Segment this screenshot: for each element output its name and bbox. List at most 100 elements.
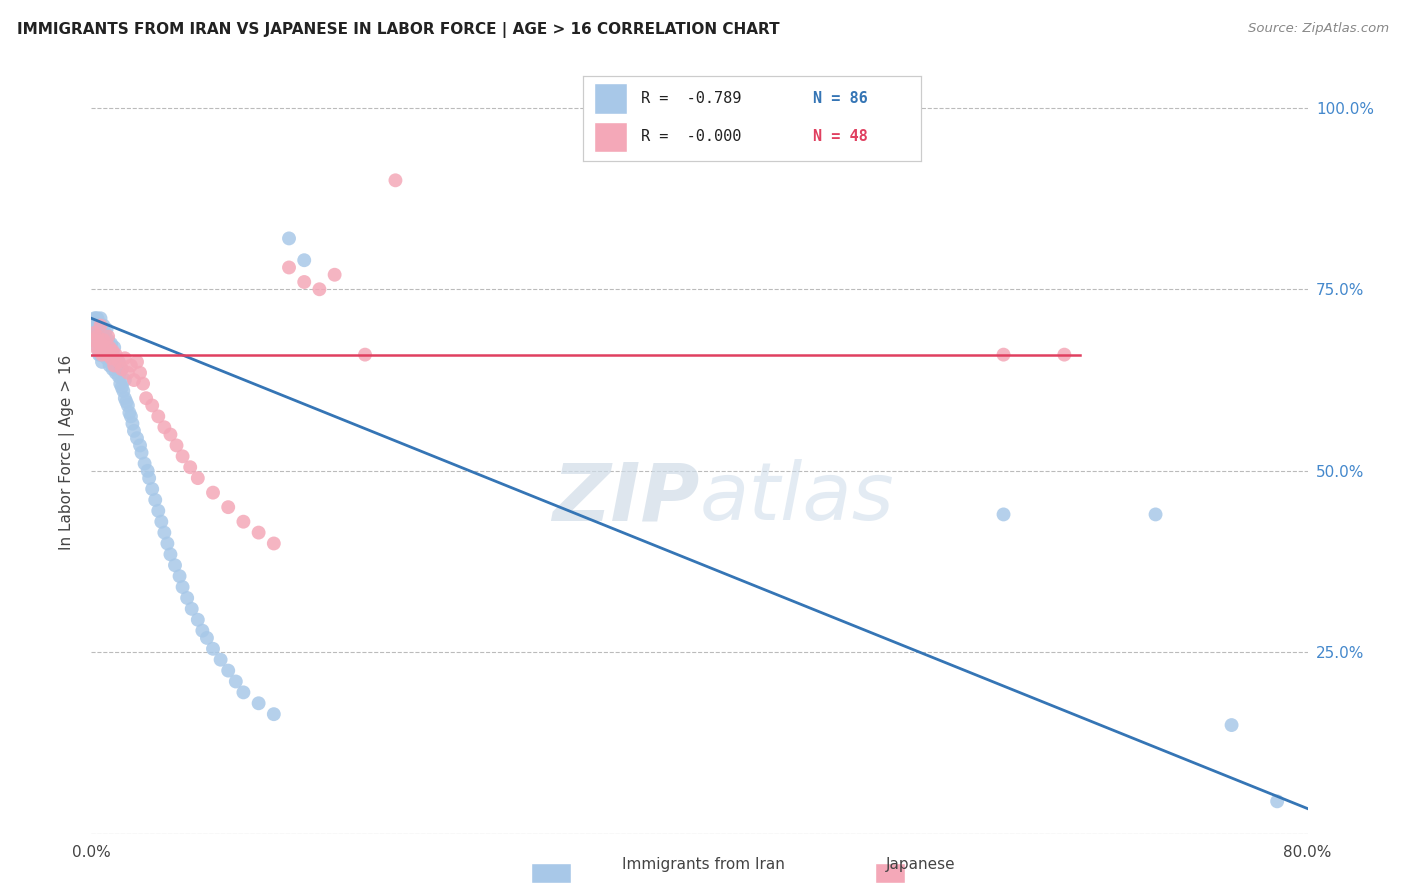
Point bbox=[83, 311, 105, 326]
Point bbox=[93, 333, 115, 347]
Point bbox=[93, 348, 115, 362]
Point bbox=[91, 355, 114, 369]
Point bbox=[141, 399, 163, 413]
Point bbox=[1144, 508, 1167, 522]
Point bbox=[104, 348, 127, 362]
Point bbox=[83, 318, 105, 333]
Point bbox=[101, 348, 124, 362]
Point bbox=[107, 355, 129, 369]
Point bbox=[202, 485, 225, 500]
Point bbox=[141, 482, 163, 496]
Text: Immigrants from Iran: Immigrants from Iran bbox=[621, 857, 785, 872]
Point bbox=[1053, 348, 1076, 362]
Point bbox=[323, 268, 346, 282]
Text: Japanese: Japanese bbox=[886, 857, 956, 872]
Text: Source: ZipAtlas.com: Source: ZipAtlas.com bbox=[1249, 22, 1389, 36]
Point bbox=[121, 417, 143, 431]
Point bbox=[120, 409, 142, 424]
Point bbox=[195, 631, 218, 645]
Point bbox=[82, 333, 104, 347]
Point bbox=[122, 424, 145, 438]
Point bbox=[115, 394, 138, 409]
Point bbox=[100, 351, 122, 366]
Point bbox=[91, 326, 114, 340]
Text: R =  -0.000: R = -0.000 bbox=[641, 129, 741, 145]
Point bbox=[105, 359, 128, 373]
Point bbox=[101, 343, 124, 358]
Point bbox=[111, 362, 134, 376]
Point bbox=[97, 348, 120, 362]
Point bbox=[91, 340, 114, 354]
Point bbox=[292, 275, 315, 289]
Point bbox=[104, 366, 127, 380]
Point bbox=[112, 384, 135, 398]
Point bbox=[143, 492, 166, 507]
Text: ZIP: ZIP bbox=[553, 459, 699, 538]
Point bbox=[97, 329, 120, 343]
Point bbox=[98, 359, 121, 373]
Point bbox=[180, 602, 202, 616]
Point bbox=[292, 253, 315, 268]
Point bbox=[153, 420, 176, 434]
Point bbox=[86, 311, 108, 326]
Point bbox=[93, 333, 115, 347]
Point bbox=[86, 329, 108, 343]
Point bbox=[150, 515, 173, 529]
Point bbox=[384, 173, 406, 187]
Point bbox=[110, 376, 132, 391]
Point bbox=[111, 362, 134, 376]
Point bbox=[172, 580, 194, 594]
Point bbox=[97, 333, 120, 347]
Point bbox=[84, 340, 107, 354]
Point bbox=[87, 318, 110, 333]
Point bbox=[202, 641, 225, 656]
Point bbox=[176, 591, 198, 605]
Point bbox=[103, 355, 125, 369]
Point bbox=[122, 373, 145, 387]
Point bbox=[89, 348, 111, 362]
Point bbox=[217, 500, 239, 515]
Text: IMMIGRANTS FROM IRAN VS JAPANESE IN LABOR FORCE | AGE > 16 CORRELATION CHART: IMMIGRANTS FROM IRAN VS JAPANESE IN LABO… bbox=[17, 22, 779, 38]
Point bbox=[101, 362, 124, 376]
Point bbox=[308, 282, 330, 296]
Point bbox=[187, 471, 209, 485]
Point bbox=[131, 445, 153, 460]
Point bbox=[172, 450, 194, 464]
Point bbox=[993, 348, 1015, 362]
Point bbox=[103, 359, 125, 373]
Point bbox=[84, 322, 107, 336]
Point bbox=[87, 333, 110, 347]
Point bbox=[84, 311, 107, 326]
Text: atlas: atlas bbox=[699, 459, 894, 538]
Point bbox=[135, 391, 157, 405]
Point bbox=[148, 409, 170, 424]
Point bbox=[98, 340, 121, 354]
Point bbox=[156, 536, 179, 550]
Point bbox=[89, 329, 111, 343]
Point bbox=[82, 333, 104, 347]
Point bbox=[132, 376, 155, 391]
Point bbox=[153, 525, 176, 540]
Point bbox=[148, 504, 170, 518]
Point bbox=[117, 366, 139, 380]
Point bbox=[129, 438, 152, 452]
Point bbox=[169, 569, 191, 583]
Point bbox=[247, 525, 270, 540]
Point bbox=[159, 427, 181, 442]
Point bbox=[278, 260, 301, 275]
Point bbox=[94, 340, 117, 354]
Point bbox=[1265, 794, 1288, 808]
Bar bbox=[593, 121, 627, 152]
Point bbox=[93, 318, 115, 333]
Point bbox=[107, 355, 129, 369]
Point bbox=[118, 406, 141, 420]
Point bbox=[263, 707, 285, 722]
Point bbox=[278, 231, 301, 245]
Point bbox=[91, 348, 114, 362]
Point bbox=[96, 348, 118, 362]
Point bbox=[354, 348, 377, 362]
Y-axis label: In Labor Force | Age > 16: In Labor Force | Age > 16 bbox=[59, 355, 76, 550]
Point bbox=[100, 336, 122, 351]
Point bbox=[96, 336, 118, 351]
Point bbox=[125, 431, 148, 445]
